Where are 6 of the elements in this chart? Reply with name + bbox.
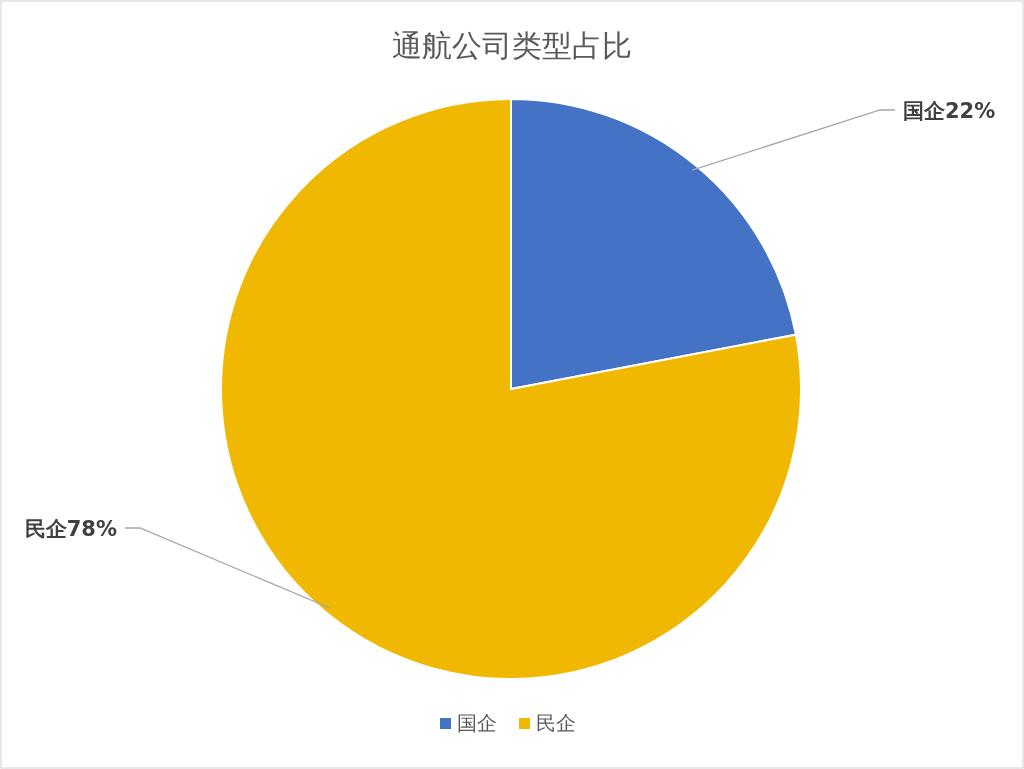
chart-title: 通航公司类型占比 [392,28,632,63]
category-label: 民企78% [24,517,117,541]
legend-label: 民企 [536,711,576,735]
pie-slice [220,98,802,680]
legend-label: 国企 [457,711,497,735]
category-label: 国企22% [903,99,996,123]
